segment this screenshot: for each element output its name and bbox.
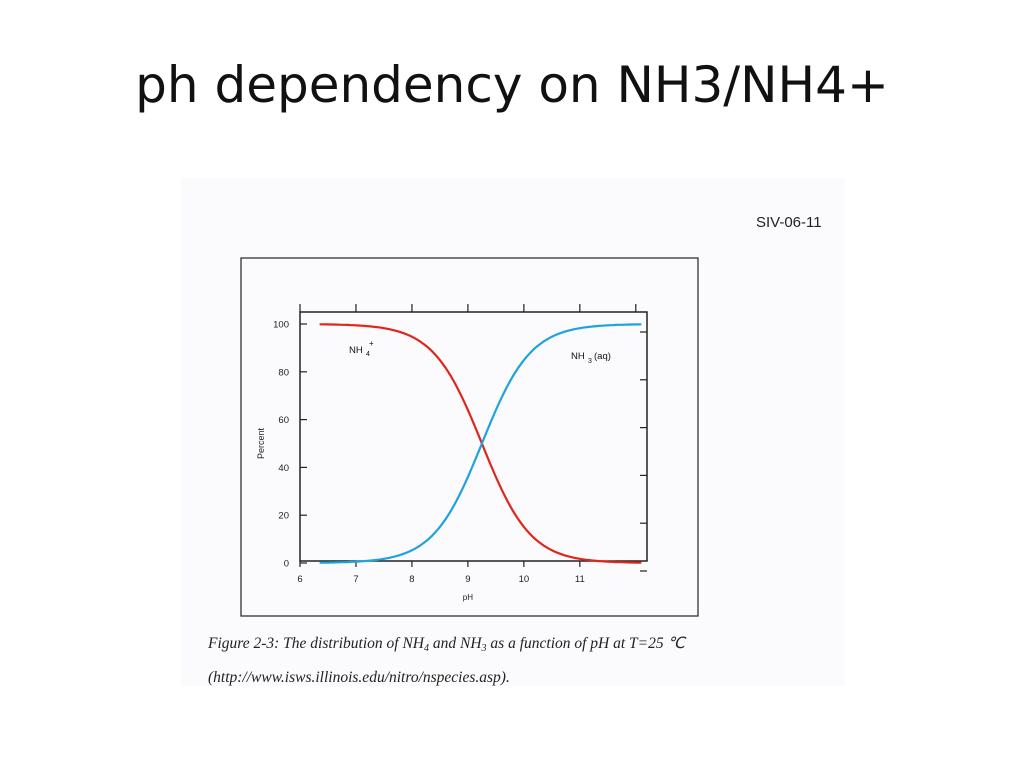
series-lines <box>319 323 642 564</box>
data-point <box>327 561 329 564</box>
x-tick-label: 8 <box>409 574 414 585</box>
figure-caption: Figure 2-3: The distribution of NH4 and … <box>208 629 828 692</box>
y-tick-label: 80 <box>278 367 289 378</box>
chart-frame <box>240 257 699 617</box>
scanned-figure <box>181 178 845 686</box>
data-point <box>369 325 371 328</box>
data-point <box>425 540 427 543</box>
data-point <box>606 324 609 327</box>
x-tick-label: 6 <box>297 574 302 585</box>
data-point <box>522 526 525 528</box>
data-point <box>453 380 455 383</box>
data-point <box>592 325 595 328</box>
y-tick-label: 100 <box>273 320 289 331</box>
data-point <box>564 330 567 333</box>
y-tick-label: 60 <box>278 415 289 426</box>
data-point <box>341 561 343 564</box>
data-point <box>508 380 511 383</box>
data-point <box>634 561 637 564</box>
x-tick-label: 7 <box>353 574 358 585</box>
series-label-nh4-sup: + <box>369 339 374 348</box>
data-point <box>355 324 357 327</box>
series-line-nh4 <box>319 323 642 564</box>
data-point <box>578 558 581 560</box>
data-point <box>592 559 595 562</box>
data-point <box>550 549 553 552</box>
data-point <box>439 526 441 528</box>
data-point <box>397 330 399 333</box>
data-point <box>369 559 371 562</box>
data-point <box>620 323 623 326</box>
series-line-nh3 <box>319 323 642 564</box>
data-point <box>480 442 483 445</box>
data-point <box>634 323 637 326</box>
data-point <box>620 561 623 564</box>
data-point <box>327 323 329 326</box>
data-point <box>397 554 399 557</box>
data-point <box>411 335 413 338</box>
data-point <box>411 549 413 552</box>
series-label-nh3-suffix: (aq) <box>594 351 611 362</box>
data-point <box>564 554 567 557</box>
data-point <box>522 359 525 361</box>
series-label-nh3-sub: 3 <box>588 358 592 365</box>
data-point <box>467 476 469 478</box>
y-tick-label: 40 <box>278 463 289 474</box>
figure-code: SIV-06-11 <box>756 214 822 231</box>
x-tick-label: 9 <box>465 574 470 585</box>
data-point <box>467 409 469 411</box>
y-axis-label: Percent <box>256 427 266 459</box>
data-point <box>494 409 497 411</box>
data-point <box>606 560 609 563</box>
plot-area <box>299 311 648 562</box>
series-label-nh4-sub: 4 <box>366 351 370 358</box>
x-tick-label: 11 <box>575 574 585 585</box>
data-point <box>508 504 511 507</box>
data-point <box>383 327 385 330</box>
data-point <box>355 560 357 563</box>
data-point <box>494 476 497 478</box>
data-point <box>439 359 441 361</box>
y-tick-label: 20 <box>278 511 289 522</box>
slide-title: ph dependency on NH3/NH4+ <box>135 56 889 114</box>
data-point <box>383 557 385 560</box>
x-axis-label: pH <box>463 593 473 602</box>
series-label-nh4: NH <box>349 345 363 356</box>
data-point <box>578 327 581 329</box>
data-point <box>550 335 553 338</box>
series-label-nh3: NH <box>571 351 585 362</box>
data-point <box>425 344 427 347</box>
data-point <box>536 344 539 347</box>
data-point <box>536 540 539 543</box>
x-tick-label: 10 <box>519 574 530 585</box>
y-tick-label: 0 <box>284 559 289 570</box>
caption-line-1: Figure 2-3: The distribution of NH4 and … <box>208 635 685 654</box>
caption-source-link: (http://www.isws.illinois.edu/nitro/nspe… <box>208 669 510 686</box>
data-point <box>453 504 455 507</box>
data-point <box>341 323 343 326</box>
